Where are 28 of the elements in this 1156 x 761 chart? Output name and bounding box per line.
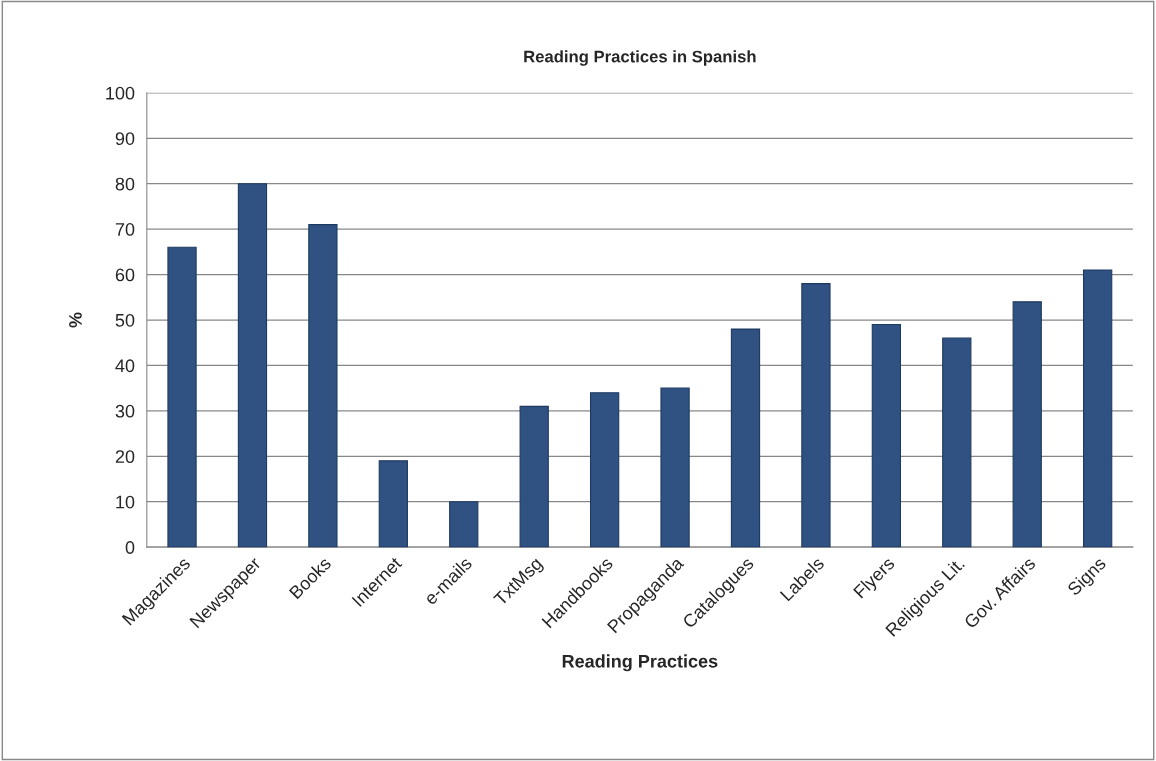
- bar: [801, 283, 831, 548]
- bar: [378, 460, 408, 548]
- y-tick-label: 20: [115, 450, 135, 464]
- y-tick-label: 60: [115, 268, 135, 282]
- y-tick-label: 80: [115, 177, 135, 191]
- bar: [1083, 269, 1113, 548]
- y-tick-label: 70: [115, 223, 135, 236]
- y-tick-label: 90: [115, 132, 135, 145]
- bar: [660, 387, 690, 548]
- bar: [730, 328, 761, 548]
- bar: [237, 183, 268, 548]
- y-tick-label: 100: [106, 86, 135, 100]
- bar: [871, 323, 902, 548]
- y-tick-label: 10: [116, 495, 135, 509]
- y-tick-label: 40: [115, 359, 135, 373]
- bar: [519, 405, 549, 548]
- y-axis-title: %: [69, 312, 82, 328]
- bar: [167, 246, 197, 548]
- y-tick-label: 30: [115, 404, 135, 418]
- bar: [449, 501, 479, 548]
- bar: [1012, 301, 1042, 548]
- chart-title: Reading Practices in Spanish: [524, 50, 756, 66]
- bar: [308, 224, 338, 548]
- x-axis-title: Reading Practices: [562, 654, 718, 672]
- y-tick-label: 50: [115, 313, 135, 327]
- y-tick-label: 0: [125, 541, 135, 554]
- bar: [589, 392, 620, 548]
- bar: [942, 337, 972, 548]
